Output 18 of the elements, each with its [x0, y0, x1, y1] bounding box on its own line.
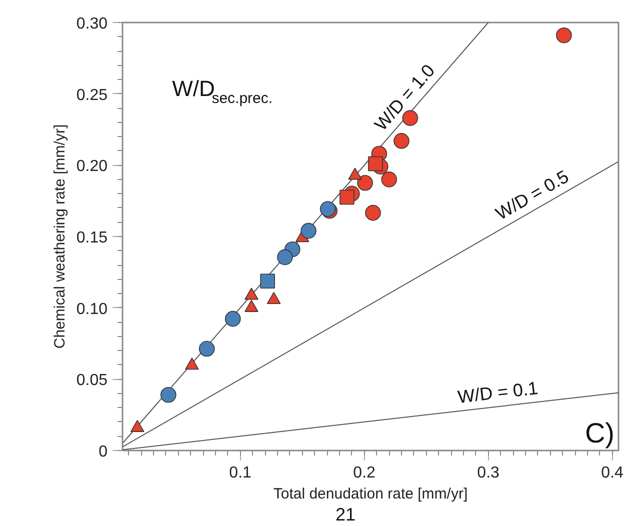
x-tick-label: 0.4 [601, 464, 624, 482]
text: W/D = 0.1 [456, 378, 540, 408]
x-tick-label: 0.1 [229, 464, 252, 482]
y-tick-label: 0 [98, 444, 108, 460]
y-tick-label: 0.05 [76, 372, 108, 390]
text: W/D = 0.5 [492, 166, 572, 224]
text: 21 [336, 504, 356, 524]
x-tick-label: 0.2 [353, 464, 376, 482]
text: W/D = 1.0 [370, 60, 439, 134]
x-tick-label: 0.3 [477, 464, 500, 482]
y-axis-title: Chemical weathering rate [mm/yr] [51, 124, 68, 349]
y-tick-label: 0.15 [76, 230, 108, 246]
x-axis-title: Total denudation rate [mm/yr] [273, 486, 468, 502]
annotation: C) [584, 418, 614, 448]
y-tick-label: 0.20 [76, 158, 108, 176]
y-tick-label: 0.10 [76, 300, 108, 318]
y-tick-label: 0.30 [76, 16, 108, 32]
y-tick-label: 0.25 [76, 86, 108, 104]
